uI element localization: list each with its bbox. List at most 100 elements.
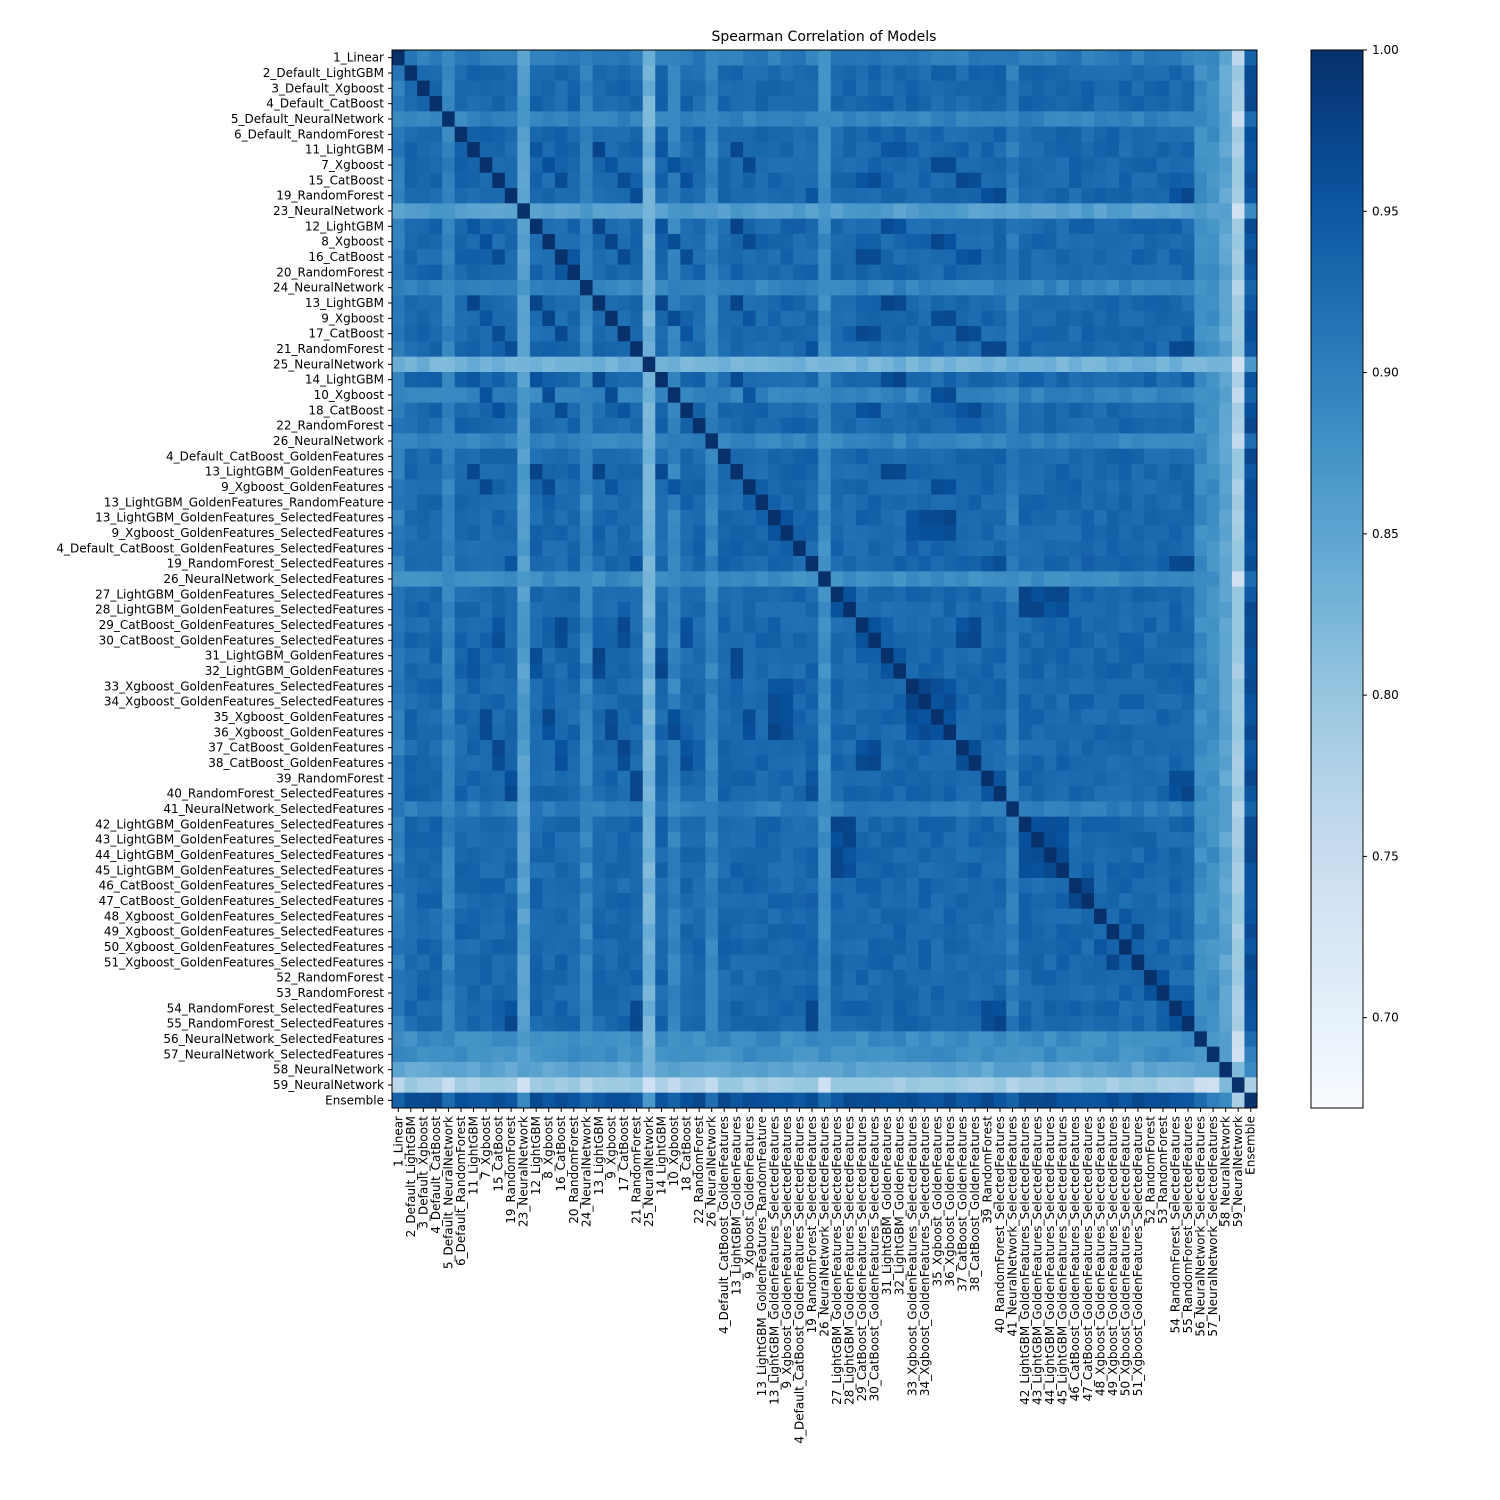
heatmap-cell <box>529 648 543 664</box>
heatmap-cell <box>617 939 631 956</box>
heatmap-cell <box>467 525 481 542</box>
heatmap-cell <box>554 249 568 266</box>
heatmap-cell <box>479 985 493 1002</box>
heatmap-cell <box>642 326 656 342</box>
heatmap-cell <box>880 157 894 174</box>
heatmap-cell <box>442 617 456 634</box>
heatmap-cell <box>1144 939 1158 956</box>
heatmap-cell <box>404 494 418 511</box>
heatmap-cell <box>968 617 982 634</box>
x-tick-label: 25_NeuralNetwork <box>642 1116 656 1227</box>
heatmap-cell <box>905 172 919 189</box>
heatmap-cell <box>504 801 518 818</box>
heatmap-cell <box>630 172 644 189</box>
heatmap-cell <box>843 801 857 818</box>
heatmap-cell <box>830 157 844 174</box>
heatmap-cell <box>1181 617 1195 634</box>
heatmap-cell <box>843 50 857 66</box>
heatmap-cell <box>429 1031 443 1048</box>
heatmap-cell <box>705 402 719 419</box>
heatmap-cell <box>404 847 418 864</box>
heatmap-cell <box>554 709 568 726</box>
heatmap-cell <box>692 1092 706 1109</box>
heatmap-cell <box>1081 341 1095 358</box>
heatmap-cell <box>605 893 619 910</box>
heatmap-cell <box>554 510 568 526</box>
heatmap-cell <box>1119 816 1133 833</box>
heatmap-cell <box>1106 80 1120 97</box>
heatmap-cell <box>454 556 468 572</box>
heatmap-cell <box>404 356 418 373</box>
heatmap-cell <box>517 218 531 235</box>
heatmap-cell <box>1206 249 1220 266</box>
heatmap-cell <box>1156 356 1170 373</box>
heatmap-cell <box>592 740 606 756</box>
heatmap-cell <box>830 908 844 925</box>
heatmap-cell <box>542 801 556 818</box>
y-tick-label: 4_Default_CatBoost <box>266 97 384 111</box>
heatmap-cell <box>1244 295 1258 312</box>
heatmap-cell <box>1119 939 1133 956</box>
heatmap-cell <box>793 617 807 634</box>
heatmap-cell <box>743 1000 756 1017</box>
heatmap-cell <box>730 111 744 128</box>
heatmap-cell <box>1144 310 1158 327</box>
heatmap-cell <box>680 540 694 557</box>
heatmap-cell <box>467 556 481 572</box>
heatmap-cell <box>868 694 882 710</box>
heatmap-cell <box>655 234 669 250</box>
heatmap-cell <box>1081 1077 1095 1094</box>
heatmap-cell <box>755 1062 769 1078</box>
heatmap-cell <box>843 632 857 649</box>
heatmap-cell <box>479 786 493 802</box>
heatmap-cell <box>1244 525 1258 542</box>
heatmap-cell <box>617 1046 631 1063</box>
heatmap-cell <box>592 479 606 496</box>
heatmap-cell <box>868 954 882 971</box>
heatmap-cell <box>1131 847 1145 864</box>
heatmap-cell <box>404 372 418 388</box>
heatmap-cell <box>805 862 819 879</box>
heatmap-cell <box>793 602 807 618</box>
heatmap-cell <box>993 387 1007 404</box>
heatmap-cell <box>843 157 857 174</box>
heatmap-cell <box>1131 571 1145 588</box>
heatmap-cell <box>943 249 957 266</box>
heatmap-cell <box>1194 816 1208 833</box>
heatmap-cell <box>467 924 481 940</box>
heatmap-cell <box>1194 479 1208 496</box>
heatmap-cell <box>931 970 944 986</box>
heatmap-cell <box>943 1046 957 1063</box>
heatmap-cell <box>417 540 431 557</box>
heatmap-cell <box>956 893 970 910</box>
heatmap-cell <box>1018 786 1032 802</box>
heatmap-cell <box>931 1031 944 1048</box>
heatmap-cell <box>993 755 1007 772</box>
heatmap-cell <box>793 954 807 971</box>
heatmap-cell <box>479 540 493 557</box>
heatmap-cell <box>818 1092 832 1109</box>
heatmap-cell <box>404 433 418 450</box>
heatmap-cell <box>730 648 744 664</box>
heatmap-cell <box>605 862 619 879</box>
heatmap-cell <box>830 96 844 112</box>
heatmap-cell <box>956 724 970 741</box>
heatmap-cell <box>529 755 543 772</box>
heatmap-cell <box>517 402 531 419</box>
heatmap-cell <box>404 786 418 802</box>
heatmap-cell <box>1081 525 1095 542</box>
heatmap-cell <box>1144 908 1158 925</box>
heatmap-cell <box>1219 341 1233 358</box>
heatmap-cell <box>1056 326 1070 342</box>
heatmap-cell <box>1206 387 1220 404</box>
heatmap-cell <box>968 1062 982 1078</box>
heatmap-cell <box>993 1016 1007 1032</box>
heatmap-cell <box>680 985 694 1002</box>
heatmap-cell <box>793 801 807 818</box>
heatmap-cell <box>943 479 957 496</box>
heatmap-cell <box>1068 1000 1082 1017</box>
heatmap-cell <box>630 203 644 220</box>
heatmap-cell <box>1018 50 1032 66</box>
heatmap-cell <box>1068 770 1082 787</box>
heatmap-cell <box>1169 832 1183 848</box>
